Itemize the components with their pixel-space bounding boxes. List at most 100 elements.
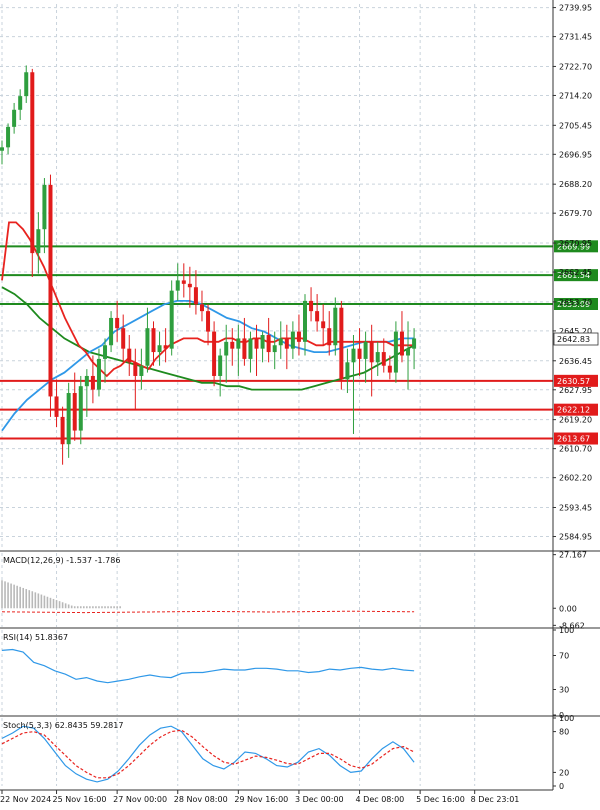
candle-body [248,338,253,359]
stoch-tick-label: 80 [559,728,569,737]
macd-tick-label: 27.167 [559,551,587,560]
candle-body [315,311,320,322]
price-tick-label: 2670.95 [559,239,592,248]
rsi-tick-label: 0 [559,711,564,720]
candle-body [72,393,77,431]
candle-body [115,317,120,329]
price-tick-label: 2584.95 [559,533,592,542]
candle-body [296,331,301,342]
price-tick-label: 2731.45 [559,33,592,42]
candle-body [406,348,411,356]
candle-body [387,365,392,373]
price-tick-label: 2593.45 [559,504,592,513]
price-tick-label: 2739.95 [559,4,592,13]
rsi-line [1,648,415,684]
candle-body [42,184,47,230]
stoch-main-line [1,725,415,783]
candle-body [254,338,259,349]
macd-title: MACD(12,26,9) -1.537 -1.786 [3,556,120,565]
candle-body [133,362,138,376]
level-label-2622.12: 2622.12 [557,406,590,415]
price-tick-label: 2688.20 [559,180,592,189]
macd-signal-line [1,610,415,614]
candle-body [175,280,180,291]
level-label-2630.57: 2630.57 [557,377,590,386]
candle-body [339,307,344,380]
price-tick-label: 2662.45 [559,268,592,277]
candle-body [6,126,11,148]
rsi-tick-label: 30 [559,686,569,695]
level-label-2661.54: 2661.54 [557,271,590,280]
price-tick-label: 2619.20 [559,416,592,425]
candle-body [96,358,101,390]
candle-body [333,307,338,346]
candle-body [230,341,235,349]
x-tick-label: 8 Dec 23:01 [471,795,520,804]
candle-body [181,280,186,284]
candle-body [375,352,380,363]
candle-body [369,341,374,363]
candle-body [163,345,168,349]
candle-body [357,348,362,359]
price-tick-label: 2679.70 [559,209,592,218]
price-tick-label: 2645.20 [559,327,592,336]
candle-body [199,304,204,312]
candle-body [393,331,398,373]
candle-body [272,345,277,353]
candle-body [60,416,65,445]
candle-body [345,362,350,380]
candle-body [321,321,326,329]
candle-body [236,338,241,349]
x-tick-label: 22 Nov 2024 [0,795,51,804]
price-tick-label: 2627.95 [559,386,592,395]
candle-body [278,338,283,346]
candle-body [54,396,59,417]
candle-body [290,331,295,349]
stoch-signal-line [1,729,415,779]
candle-body [327,328,332,346]
level-label-2669.99: 2669.99 [557,242,590,251]
candle-body [30,72,35,254]
x-tick-label: 29 Nov 16:00 [234,795,288,804]
candle-body [206,311,211,332]
candle-body [242,338,247,359]
stoch-tick-label: 100 [559,714,574,723]
candle-body [381,352,386,366]
candle-body [109,317,114,346]
candle-body [139,365,144,376]
candle-body [90,375,95,390]
candle-body [84,375,89,387]
candle-body [145,328,150,366]
x-tick-label: 5 Dec 16:00 [416,795,465,804]
candle-body [48,184,53,397]
price-tick-label: 2722.70 [559,62,592,71]
level-tag-2613.67 [554,432,598,445]
x-tick-label: 25 Nov 16:00 [53,795,107,804]
candle-body [266,335,271,353]
ma-slow-line [1,286,415,391]
stoch-tick-label: 20 [559,768,569,777]
level-tag-2661.54 [554,269,598,282]
candle-body [412,338,417,349]
x-tick-label: 28 Nov 08:00 [174,795,228,804]
level-label-2613.67: 2613.67 [557,435,590,444]
price-tick-label: 2696.95 [559,150,592,159]
candle-body [157,345,162,353]
candle-body [399,331,404,356]
candle-body [18,96,23,110]
x-tick-label: 3 Dec 00:00 [295,795,344,804]
stoch-title: Stoch(5,3,3) 62.8435 59.2817 [3,721,123,730]
price-tick-label: 2636.45 [559,357,592,366]
candle-body [121,328,126,349]
price-tick-label: 2714.20 [559,91,592,100]
candle-body [363,341,368,359]
candle-body [309,300,314,312]
candle-body [193,287,198,305]
candle-body [303,300,307,342]
candle-body [284,338,289,349]
candle-body [218,355,223,376]
price-tick-label: 2705.45 [559,121,592,130]
candle-body [127,348,132,363]
